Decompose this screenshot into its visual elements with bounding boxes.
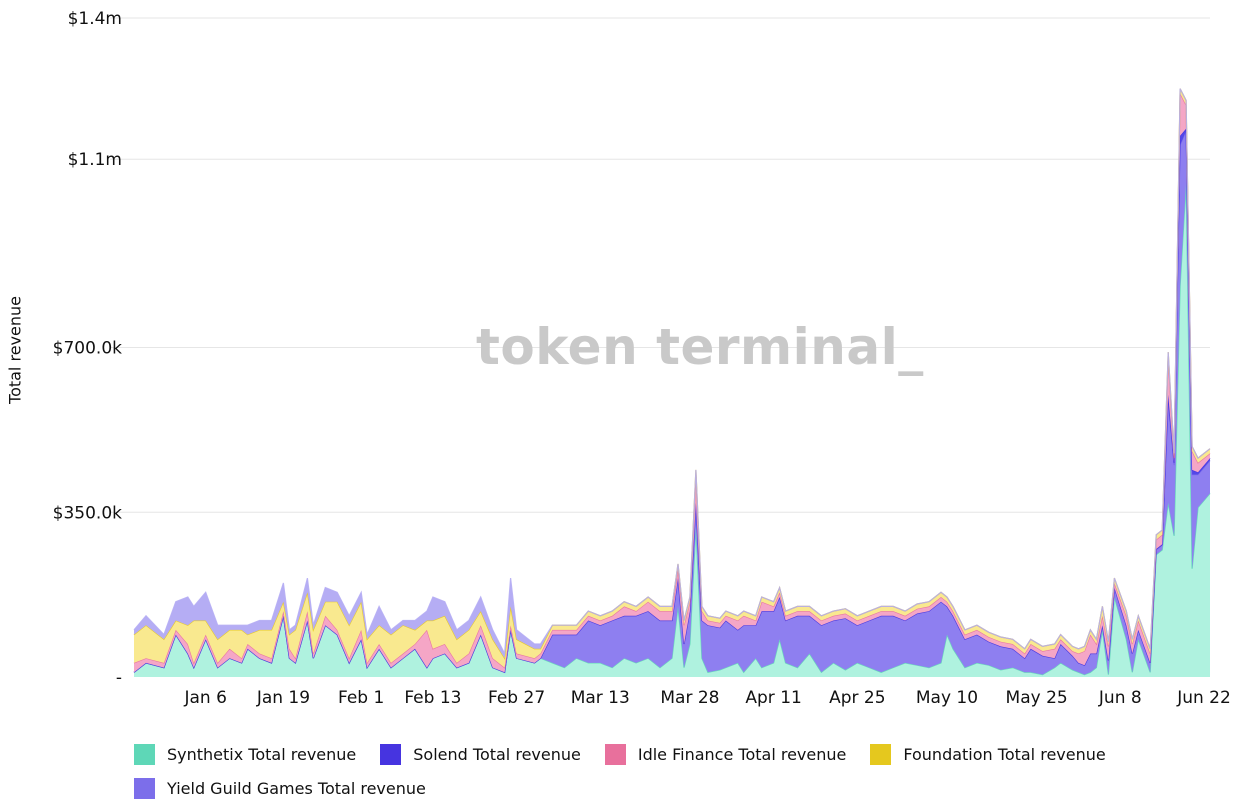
y-tick-label: $350.0k (53, 503, 122, 523)
area-series-3 (134, 93, 1210, 673)
y-tick-label: $1.4m (68, 9, 122, 29)
legend-label-solend: Solend Total revenue (413, 744, 581, 764)
watermark: token terminal_ (476, 318, 924, 376)
x-tick-label: Feb 1 (338, 688, 384, 708)
x-tick-label: Jun 8 (1098, 688, 1142, 708)
x-tick-label: Jan 6 (184, 688, 227, 708)
x-tick-label: Mar 13 (571, 688, 630, 708)
y-tick-label: - (116, 668, 122, 688)
y-axis-label-wrap: Total revenue (4, 200, 26, 500)
x-tick-label: Apr 25 (829, 688, 885, 708)
legend-swatch-idle-finance (604, 743, 626, 765)
legend-label-idle-finance: Idle Finance Total revenue (637, 744, 847, 764)
y-tick-label: $1.1m (68, 150, 122, 170)
x-tick-label: Feb 13 (404, 688, 461, 708)
area-series-1 (134, 131, 1210, 675)
x-tick-label: Jan 19 (256, 688, 310, 708)
legend-swatch-solend (380, 743, 402, 765)
legend-label-synthetix: Synthetix Total revenue (167, 744, 357, 764)
area-edge-0 (133, 182, 1211, 676)
y-axis-label: Total revenue (5, 296, 25, 404)
x-tick-label: Feb 27 (488, 688, 545, 708)
legend-label-yield-guild-games: Yield Guild Games Total revenue (167, 778, 426, 798)
x-tick-label: Apr 11 (745, 688, 801, 708)
legend-item-idle-finance[interactable]: Idle Finance Total revenue (604, 743, 847, 765)
area-edge-5 (133, 88, 1211, 656)
y-tick-label: $700.0k (53, 339, 122, 359)
x-tick-label: Jun 22 (1176, 688, 1231, 708)
x-tick-label: Mar 28 (660, 688, 719, 708)
legend-item-solend[interactable]: Solend Total revenue (380, 743, 581, 765)
legend-item-yield-guild-games[interactable]: Yield Guild Games Total revenue (134, 777, 426, 799)
legend: Synthetix Total revenue Solend Total rev… (134, 742, 1234, 810)
area-edge-1 (133, 130, 1211, 674)
area-edge-2 (133, 126, 1211, 674)
legend-swatch-synthetix (134, 743, 155, 765)
area-edge-3 (133, 93, 1211, 669)
legend-label-foundation: Foundation Total revenue (903, 744, 1106, 764)
legend-item-synthetix[interactable]: Synthetix Total revenue (134, 743, 357, 765)
area-series-2 (134, 128, 1210, 673)
legend-swatch-yield-guild-games (134, 777, 155, 799)
legend-row-1: Synthetix Total revenue Solend Total rev… (134, 742, 1234, 766)
legend-row-2: Yield Guild Games Total revenue (134, 776, 1234, 800)
x-tick-label: May 10 (916, 688, 978, 708)
legend-item-foundation[interactable]: Foundation Total revenue (870, 743, 1106, 765)
area-series-4 (134, 88, 1210, 668)
legend-swatch-foundation (870, 743, 892, 765)
x-tick-label: May 25 (1006, 688, 1068, 708)
